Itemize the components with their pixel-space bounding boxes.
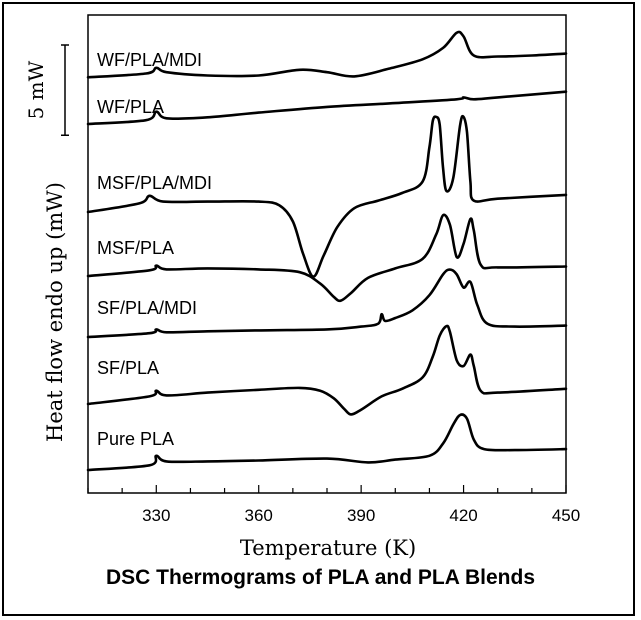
- x-tick-label: 390: [347, 506, 375, 525]
- curve-pure-pla: [86, 413, 568, 472]
- curve-label: SF/PLA: [97, 358, 159, 378]
- curve-label: MSF/PLA: [97, 238, 174, 258]
- scale-bar: 5 mW: [24, 44, 69, 136]
- y-axis-label: Heat flow endo up (mW): [43, 182, 67, 442]
- x-axis-label: Temperature (K): [240, 536, 416, 560]
- curve-label: WF/PLA: [97, 97, 164, 117]
- chart-title: DSC Thermograms of PLA and PLA Blends: [106, 566, 535, 589]
- x-axis-ticks: [87, 485, 567, 493]
- curve-labels-group: WF/PLA/MDI WF/PLA MSF/PLA/MDI MSF/PLA SF/PLA…: [97, 50, 212, 449]
- curves-group: [86, 30, 568, 472]
- curve-label: MSF/PLA/MDI: [97, 173, 212, 193]
- figure-frame: [2, 2, 635, 616]
- curve-msf-pla-mdi: [86, 114, 568, 278]
- curve-wf-pla-mdi: [86, 30, 568, 79]
- curve-label: SF/PLA/MDI: [97, 298, 197, 318]
- x-tick-label: 360: [245, 506, 273, 525]
- curve-sf-pla: [86, 324, 568, 416]
- curve-sf-pla-mdi: [86, 268, 568, 339]
- curve-label: Pure PLA: [97, 429, 174, 449]
- curve-wf-pla: [86, 90, 568, 126]
- curve-label: WF/PLA/MDI: [97, 50, 202, 70]
- x-axis-tick-labels: 330 360 390 420 450: [142, 506, 580, 525]
- x-tick-label: 420: [449, 506, 477, 525]
- x-tick-label: 450: [552, 506, 580, 525]
- curve-msf-pla: [86, 213, 568, 303]
- scale-bar-label: 5 mW: [24, 60, 48, 119]
- x-tick-label: 330: [142, 506, 170, 525]
